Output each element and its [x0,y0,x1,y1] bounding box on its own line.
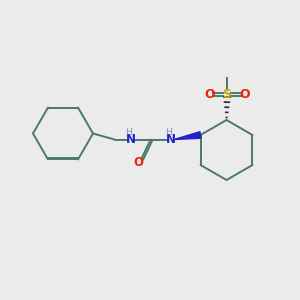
Text: N: N [165,133,176,146]
Polygon shape [174,132,201,140]
Text: H: H [165,128,172,137]
Text: S: S [223,88,232,101]
Text: H: H [125,128,132,137]
Text: O: O [133,155,143,169]
Text: O: O [239,88,250,101]
Text: N: N [125,133,136,146]
Text: O: O [204,88,215,101]
